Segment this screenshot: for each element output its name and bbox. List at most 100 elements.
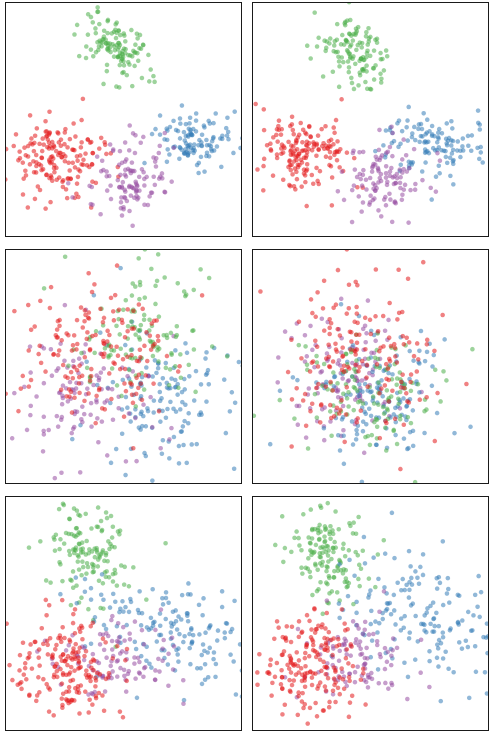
data-point xyxy=(384,150,389,156)
data-point xyxy=(317,420,323,425)
data-point xyxy=(300,571,305,576)
data-point xyxy=(381,143,386,148)
data-point xyxy=(343,655,349,661)
data-point xyxy=(406,445,411,451)
data-point xyxy=(432,348,437,354)
data-point xyxy=(98,306,103,312)
data-point xyxy=(316,35,321,41)
data-point xyxy=(29,136,34,141)
data-point xyxy=(308,323,313,329)
data-point xyxy=(393,432,398,438)
data-point xyxy=(359,378,365,383)
data-point xyxy=(472,592,478,598)
data-point xyxy=(447,155,453,161)
data-point xyxy=(89,691,94,696)
data-point xyxy=(378,50,383,56)
data-point xyxy=(434,575,440,581)
data-point xyxy=(37,141,42,147)
data-point xyxy=(341,433,346,439)
data-point xyxy=(391,592,397,598)
data-point xyxy=(377,391,382,396)
data-point xyxy=(112,567,118,573)
data-point xyxy=(85,12,91,17)
data-point xyxy=(135,58,141,64)
data-point xyxy=(170,667,176,672)
data-point xyxy=(338,407,343,413)
data-point xyxy=(344,250,350,252)
data-point xyxy=(160,646,165,652)
data-point xyxy=(28,370,33,375)
data-point xyxy=(83,648,89,654)
data-point xyxy=(367,200,373,205)
data-point xyxy=(434,610,439,616)
data-point xyxy=(405,118,410,123)
data-point xyxy=(133,415,138,421)
data-point xyxy=(405,696,410,702)
data-point xyxy=(129,54,135,59)
data-point xyxy=(371,631,376,637)
data-point xyxy=(123,689,129,694)
series-1 xyxy=(58,572,241,703)
data-point xyxy=(69,430,75,436)
data-point xyxy=(341,427,346,433)
data-point xyxy=(110,613,115,619)
data-point xyxy=(187,645,193,651)
data-point xyxy=(337,675,342,680)
data-point xyxy=(201,123,207,128)
data-point xyxy=(84,571,89,576)
data-point xyxy=(304,43,310,48)
data-point xyxy=(465,609,471,615)
data-point xyxy=(26,545,32,550)
data-point xyxy=(34,693,40,698)
data-point xyxy=(120,70,125,76)
data-point xyxy=(326,575,332,581)
data-point xyxy=(193,111,199,116)
data-point xyxy=(326,629,332,635)
data-point xyxy=(84,538,89,544)
data-point xyxy=(103,574,109,580)
data-point xyxy=(299,630,304,636)
data-point xyxy=(183,402,188,408)
data-point xyxy=(431,616,437,621)
data-point xyxy=(366,25,371,31)
data-point xyxy=(110,309,116,314)
data-point xyxy=(77,645,83,651)
data-point xyxy=(354,311,360,316)
data-point xyxy=(317,536,322,542)
data-point xyxy=(380,313,386,319)
data-point xyxy=(402,182,408,188)
data-point xyxy=(134,375,139,381)
data-point xyxy=(441,369,446,374)
data-point xyxy=(84,668,89,673)
data-point xyxy=(66,332,71,338)
data-point xyxy=(337,562,342,567)
data-point xyxy=(179,592,185,598)
data-point xyxy=(339,169,345,174)
data-point xyxy=(348,17,353,23)
data-point xyxy=(408,388,414,394)
data-point xyxy=(159,451,165,457)
data-point xyxy=(94,545,99,551)
data-point xyxy=(332,152,337,158)
data-point xyxy=(93,180,99,186)
data-point xyxy=(336,358,342,363)
data-point xyxy=(440,634,446,640)
data-point xyxy=(355,184,360,190)
data-point xyxy=(43,118,48,124)
data-point xyxy=(369,169,375,174)
data-point xyxy=(48,199,53,205)
series-2 xyxy=(142,103,241,176)
data-point xyxy=(66,689,72,694)
data-point xyxy=(304,354,310,359)
data-point xyxy=(71,547,76,552)
data-point xyxy=(330,545,336,551)
data-point xyxy=(454,148,460,153)
data-point xyxy=(418,328,424,334)
data-point xyxy=(143,373,149,378)
data-point xyxy=(142,202,147,208)
data-point xyxy=(315,133,321,138)
data-point xyxy=(94,550,100,555)
data-point xyxy=(367,175,373,181)
data-point xyxy=(94,154,100,159)
data-point xyxy=(61,502,67,508)
